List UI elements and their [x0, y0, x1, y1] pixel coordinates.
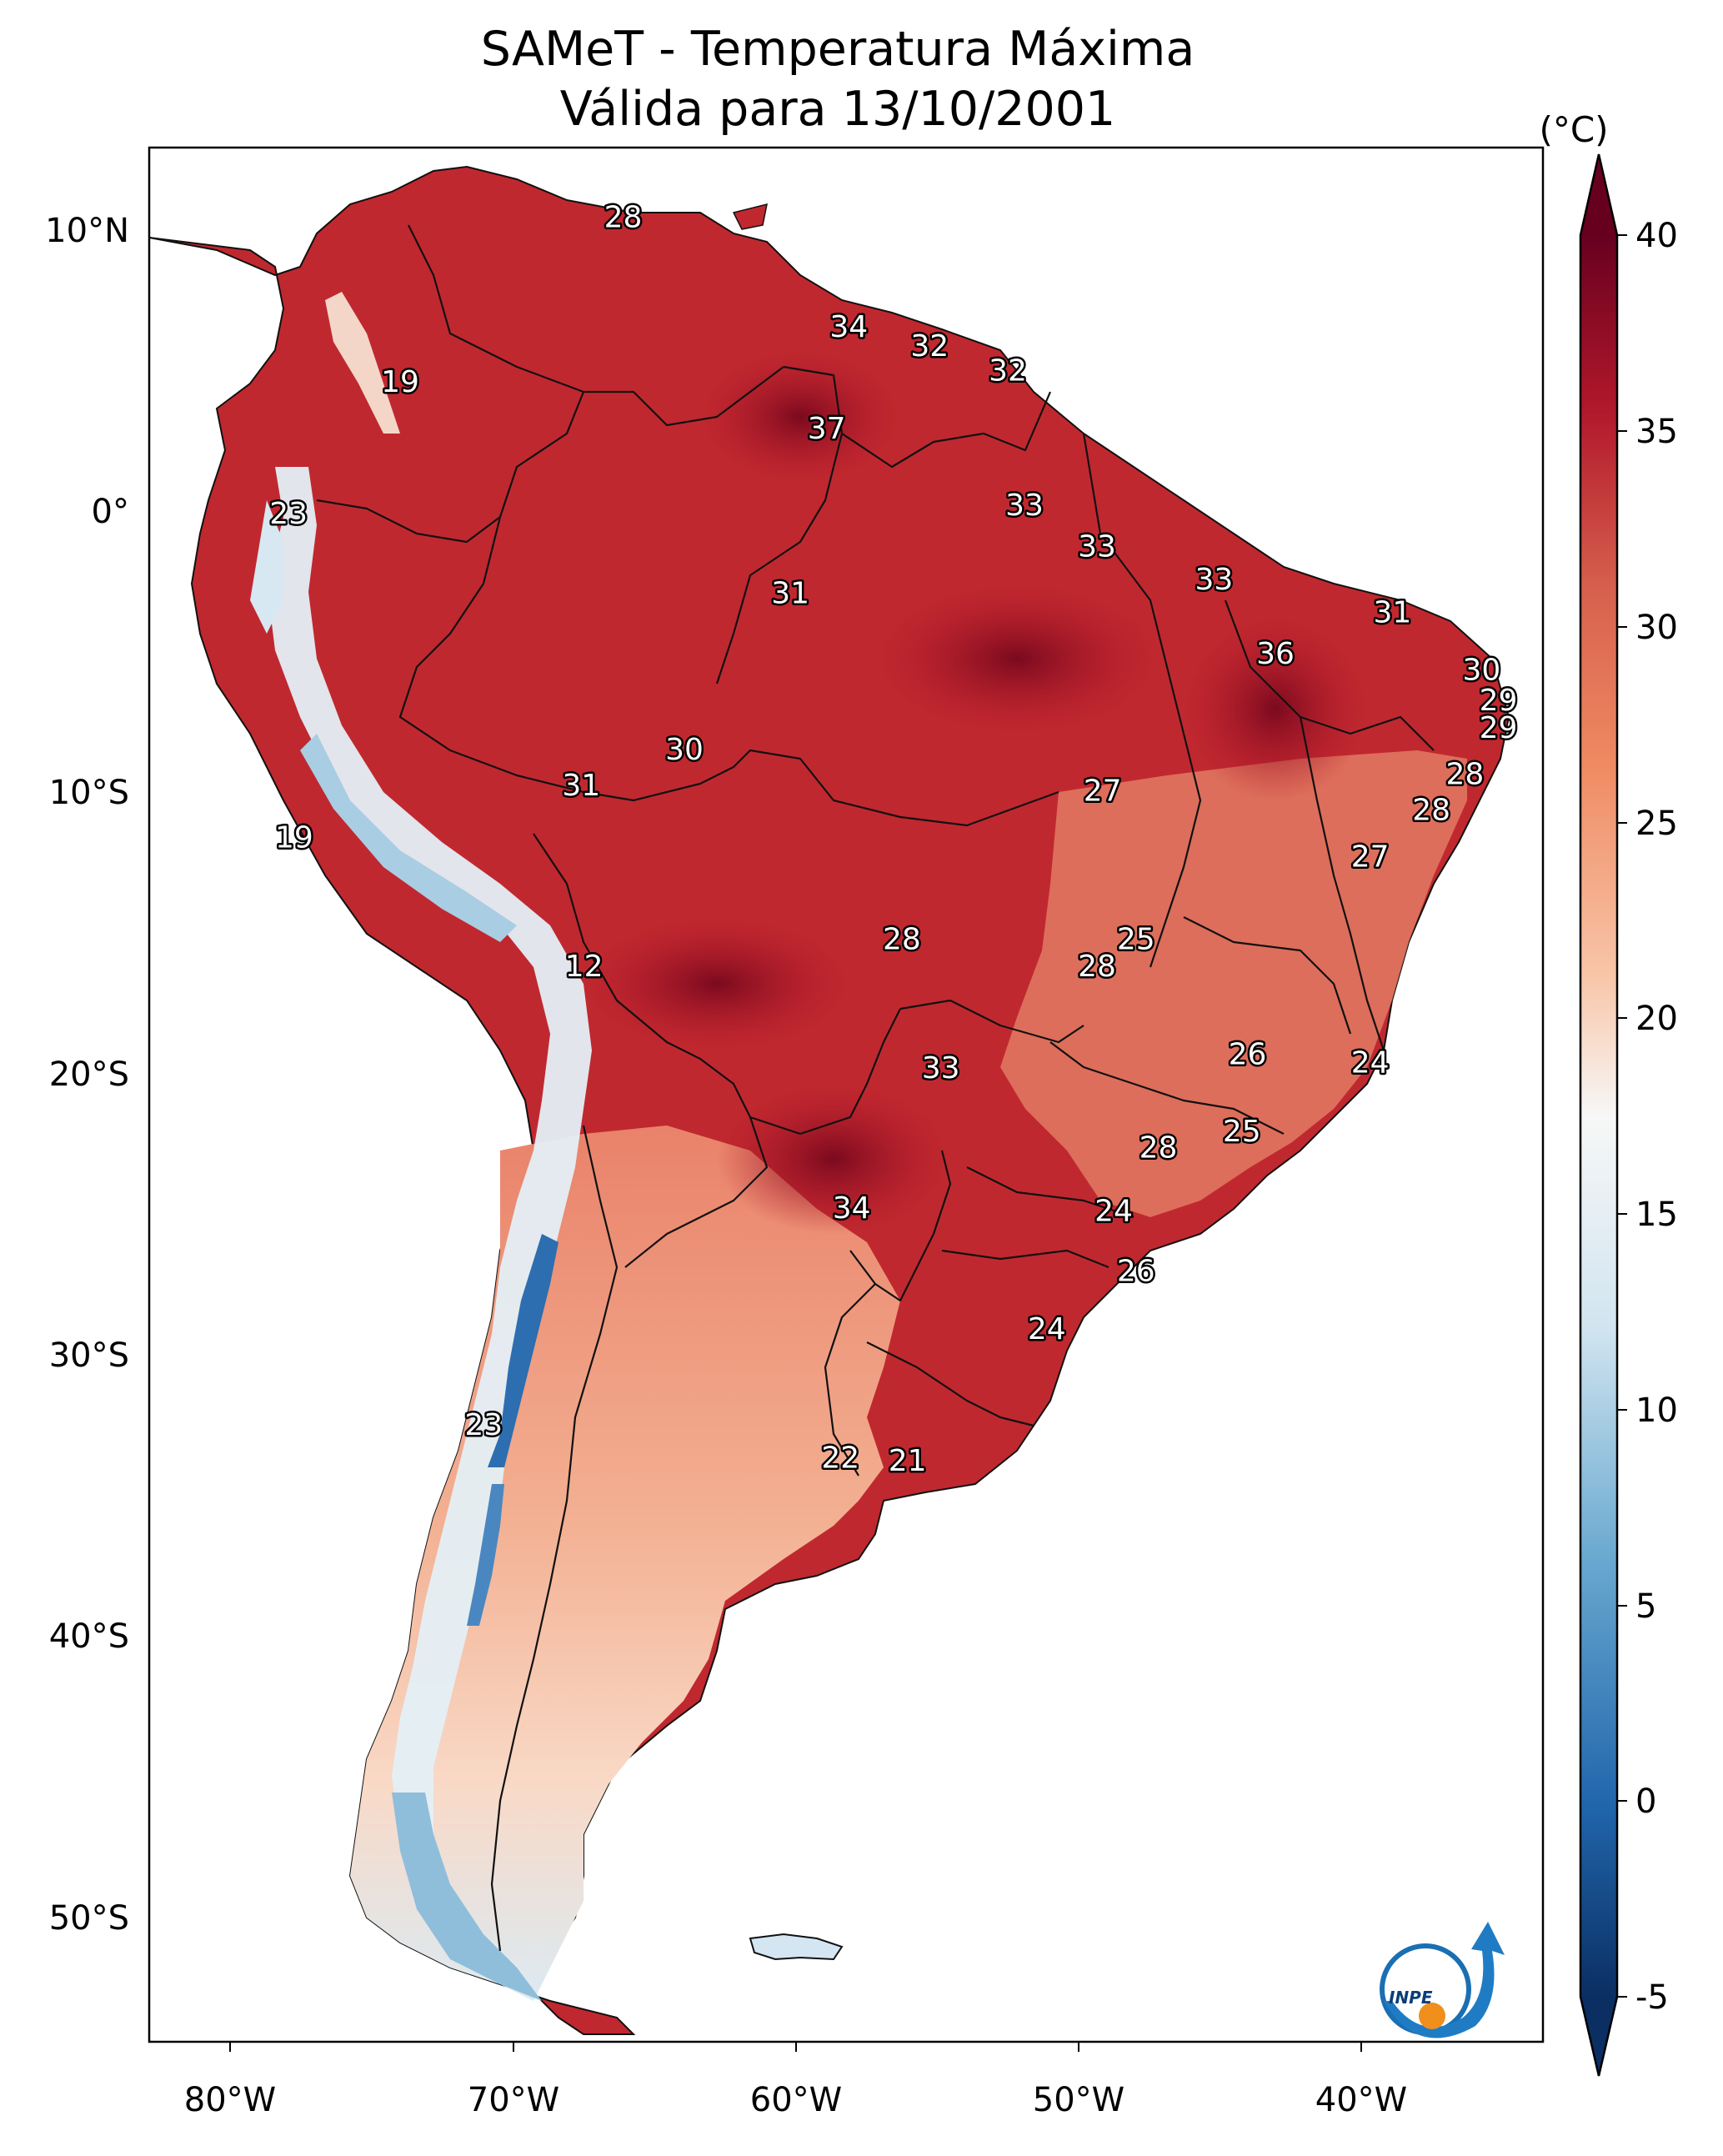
map-plot-area: [149, 148, 1543, 2042]
andes-cool-band: [267, 467, 592, 1984]
inpe-logo: INPE: [1380, 1922, 1505, 2038]
contour-label-36: 23: [464, 1408, 503, 1442]
logo-arrow-icon: [1384, 1922, 1505, 2038]
y-axis-ticks: 10°N 0° 10°S 20°S 30°S 40°S 50°S: [45, 212, 129, 1938]
colorbar-tick-20: 20: [1635, 1000, 1678, 1038]
southern-cone-zone: [350, 1126, 900, 2001]
contour-label-28: 24: [1351, 1046, 1390, 1081]
contour-label-29: 33: [922, 1051, 960, 1086]
colorbar-tick-minus5: -5: [1635, 1978, 1669, 2017]
contour-label-11: 31: [1373, 596, 1411, 630]
patagonia-cold-zone: [392, 1792, 542, 2001]
contour-label-25: 28: [1078, 950, 1116, 984]
peru-cold-zone: [300, 734, 517, 942]
contour-label-4: 32: [989, 354, 1027, 389]
contour-label-27: 26: [1229, 1038, 1267, 1072]
contour-label-34: 26: [1117, 1255, 1155, 1289]
colorbar-tick-15: 15: [1635, 1196, 1678, 1234]
contour-label-3: 32: [910, 329, 949, 364]
colorbar-tick-5: 5: [1635, 1587, 1656, 1626]
contour-label-8: 33: [1078, 529, 1116, 564]
contour-label-9: 31: [771, 576, 809, 610]
contour-label-24: 25: [1117, 922, 1155, 956]
contour-label-20: 19: [275, 821, 313, 855]
contour-label-21: 28: [1412, 794, 1450, 828]
contour-label-2: 34: [829, 310, 868, 344]
contour-label-13: 30: [1462, 654, 1500, 688]
contour-label-7: 33: [1005, 489, 1044, 523]
y-tick-10s: 10°S: [49, 774, 129, 812]
colorbar-scale: [1580, 235, 1617, 1997]
contour-label-31: 28: [1139, 1131, 1178, 1166]
eastern-brazil-zone: [1000, 750, 1467, 1217]
colorbar-tick-30: 30: [1635, 609, 1678, 647]
contour-label-12: 36: [1256, 637, 1295, 671]
colorbar-tick-0: 0: [1635, 1782, 1656, 1821]
contour-label-6: 23: [269, 497, 308, 531]
x-tick-70w: 70°W: [468, 2081, 559, 2119]
contour-label-37: 22: [821, 1442, 859, 1476]
andes-cold-spine: [488, 1234, 558, 1467]
logo-text: INPE: [1389, 1988, 1433, 2008]
hot-core-para: [875, 584, 1159, 734]
contour-label-0: 28: [604, 200, 643, 234]
country-borders: [316, 224, 1435, 1952]
colorbar-min-arrow: [1580, 1997, 1617, 2076]
map-axes-frame: [148, 146, 1545, 2043]
colorbar-ticks: 40 35 30 25 20 15 10 5 0 -5: [1617, 217, 1678, 2017]
x-tick-80w: 80°W: [184, 2081, 276, 2119]
y-tick-50s: 50°S: [49, 1899, 129, 1938]
ecuador-andes-cool: [250, 500, 283, 634]
contour-label-1: 19: [381, 365, 419, 399]
y-tick-0: 0°: [92, 493, 129, 531]
hot-core-bolivia: [584, 917, 850, 1050]
hot-core-guiana: [700, 350, 900, 484]
contour-label-10: 33: [1195, 563, 1233, 597]
y-tick-30s: 30°S: [49, 1336, 129, 1375]
falkland-islands: [749, 1933, 844, 1961]
colombia-andes-cool: [325, 292, 400, 434]
contour-label-26: 12: [565, 950, 604, 984]
contour-label-32: 34: [833, 1191, 871, 1226]
x-tick-60w: 60°W: [750, 2081, 842, 2119]
contour-label-23: 28: [883, 922, 921, 956]
caribbean-islands: [732, 203, 768, 230]
map-title-line1: SAMeT - Temperatura Máxima: [481, 22, 1195, 77]
contour-label-30: 25: [1223, 1115, 1261, 1149]
hot-core-paraguay: [717, 1084, 950, 1234]
contour-label-22: 27: [1351, 840, 1390, 875]
y-tick-20s: 20°S: [49, 1055, 129, 1094]
colorbar: (°C) 40 35 30 25 20 15 10 5 0 -5: [1539, 109, 1678, 2077]
contour-label-14: 29: [1480, 684, 1518, 718]
contour-label-17: 31: [562, 769, 600, 803]
contour-label-38: 21: [889, 1444, 927, 1478]
contour-label-15: 29: [1480, 711, 1518, 745]
contour-label-5: 37: [808, 412, 846, 446]
contour-label-16: 30: [665, 733, 704, 767]
logo-sun-icon: [1419, 2003, 1445, 2029]
colorbar-max-arrow: [1580, 154, 1617, 235]
contour-label-33: 24: [1094, 1194, 1133, 1228]
colorbar-tick-25: 25: [1635, 805, 1678, 843]
contour-label-18: 27: [1084, 775, 1122, 809]
contour-label-35: 24: [1028, 1312, 1066, 1346]
y-tick-40s: 40°S: [49, 1617, 129, 1656]
andes-cold-spine-2: [467, 1484, 504, 1626]
colorbar-tick-40: 40: [1635, 217, 1678, 255]
x-axis-ticks: 80°W 70°W 60°W 50°W 40°W: [184, 2042, 1407, 2119]
hot-core-piaui: [1184, 617, 1367, 800]
y-tick-10n: 10°N: [45, 212, 129, 250]
colorbar-tick-35: 35: [1635, 413, 1678, 451]
x-tick-40w: 40°W: [1315, 2081, 1407, 2119]
x-tick-50w: 50°W: [1033, 2081, 1124, 2119]
colorbar-tick-10: 10: [1635, 1391, 1678, 1430]
map-title-line2: Válida para 13/10/2001: [560, 82, 1116, 137]
colorbar-unit: (°C): [1539, 109, 1608, 150]
contour-label-19: 28: [1445, 758, 1484, 792]
